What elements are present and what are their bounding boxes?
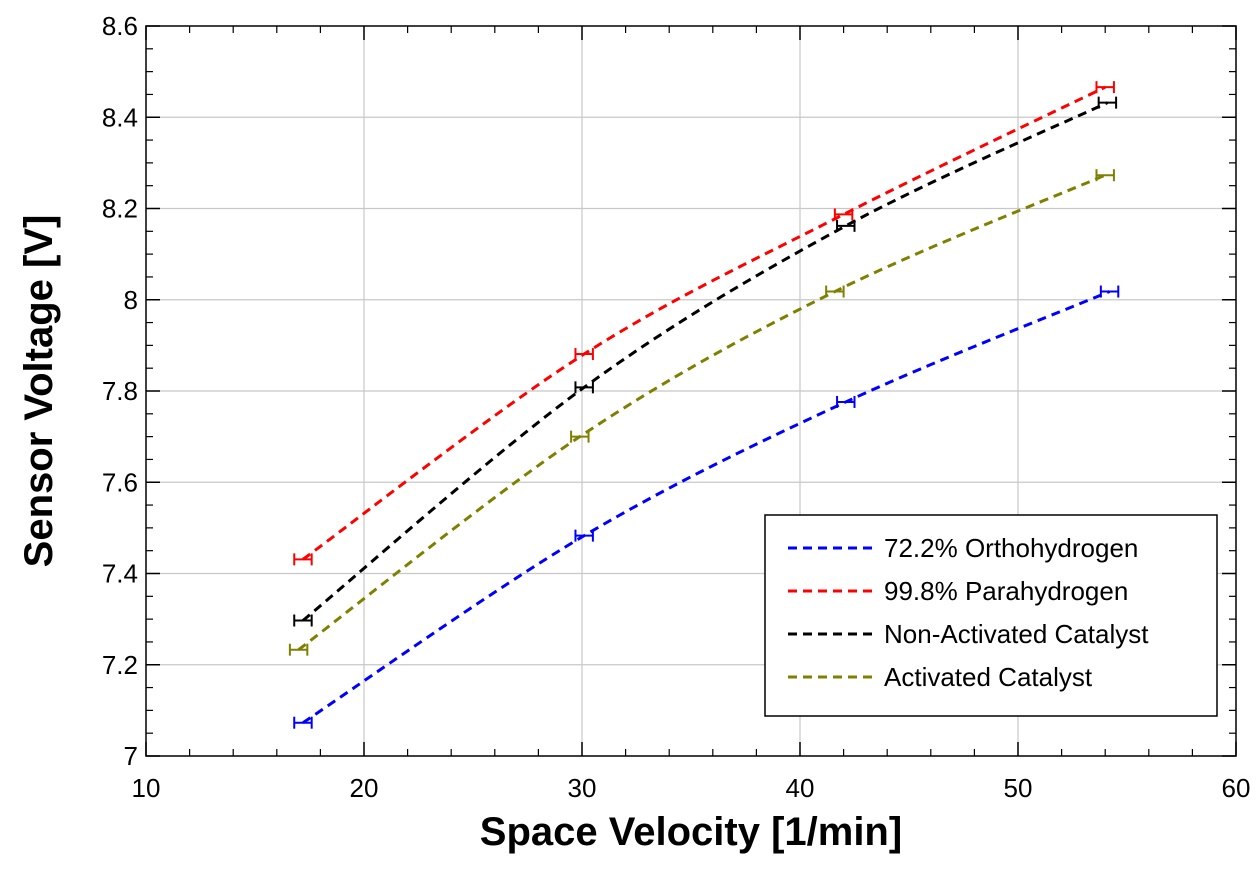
series-line-3 bbox=[302, 101, 1109, 622]
data-point-4-3 bbox=[825, 285, 845, 298]
plot-frame bbox=[145, 25, 1237, 757]
x-tick-label: 40 bbox=[786, 773, 815, 803]
series-line-1 bbox=[302, 290, 1111, 724]
y-tick-label: 7.8 bbox=[102, 376, 138, 406]
x-tick-label: 30 bbox=[568, 773, 597, 803]
y-tick-label: 8 bbox=[124, 285, 138, 315]
tick-labels: 10 20 30 40 50 60 7 7.2 7.4 7.6 7.8 8 8.2 8.4 8.6 bbox=[102, 11, 1251, 803]
series-line-2 bbox=[302, 85, 1106, 561]
data-point-2-4 bbox=[1095, 81, 1115, 94]
legend-label: 72.2% Orthohydrogen bbox=[884, 533, 1138, 563]
data-point-1-4 bbox=[1099, 285, 1120, 298]
data-point-2-2 bbox=[574, 348, 594, 361]
legend-item-1: 72.2% Orthohydrogen bbox=[788, 533, 1138, 563]
legend: 72.2% Orthohydrogen 99.8% Parahydrogen Non… bbox=[764, 514, 1218, 717]
series-curves bbox=[297, 85, 1111, 724]
data-point-3-2 bbox=[574, 381, 594, 394]
legend-label: 99.8% Parahydrogen bbox=[884, 576, 1128, 606]
legend-item-3: Non-Activated Catalyst bbox=[788, 619, 1149, 649]
data-point-1-1 bbox=[293, 716, 313, 729]
data-point-3-1 bbox=[293, 614, 313, 627]
x-tick-label: 20 bbox=[350, 773, 379, 803]
x-tick-label: 10 bbox=[132, 773, 161, 803]
data-point-3-3 bbox=[836, 219, 856, 232]
x-tick-label: 50 bbox=[1004, 773, 1033, 803]
data-point-4-1 bbox=[288, 643, 309, 656]
legend-items: 72.2% Orthohydrogen 99.8% Parahydrogen Non… bbox=[788, 533, 1149, 692]
y-tick-label: 8.2 bbox=[102, 194, 138, 224]
y-tick-label: 8.4 bbox=[102, 102, 138, 132]
data-point-4-2 bbox=[570, 430, 590, 443]
legend-label: Activated Catalyst bbox=[884, 662, 1093, 692]
legend-label: Non-Activated Catalyst bbox=[884, 619, 1149, 649]
data-point-3-4 bbox=[1097, 96, 1118, 109]
data-point-2-3 bbox=[833, 208, 854, 221]
legend-item-4: Activated Catalyst bbox=[788, 662, 1093, 692]
y-tick-label: 7.2 bbox=[102, 650, 138, 680]
y-tick-label: 7.6 bbox=[102, 467, 138, 497]
y-axis-title: Sensor Voltage [V] bbox=[17, 215, 61, 568]
legend-item-2: 99.8% Parahydrogen bbox=[788, 576, 1128, 606]
x-axis-title: Space Velocity [1/min] bbox=[480, 810, 902, 854]
data-point-1-2 bbox=[574, 529, 594, 542]
y-tick-label: 8.6 bbox=[102, 11, 138, 41]
y-tick-label: 7 bbox=[124, 741, 138, 771]
x-tick-label: 60 bbox=[1222, 773, 1251, 803]
data-point-4-4 bbox=[1095, 169, 1115, 182]
series-error-bars bbox=[288, 81, 1120, 729]
data-point-2-1 bbox=[293, 553, 313, 566]
series-line-4 bbox=[297, 173, 1106, 651]
grid-lines bbox=[146, 26, 1236, 756]
data-point-1-3 bbox=[836, 395, 856, 408]
y-tick-label: 7.4 bbox=[102, 559, 138, 589]
